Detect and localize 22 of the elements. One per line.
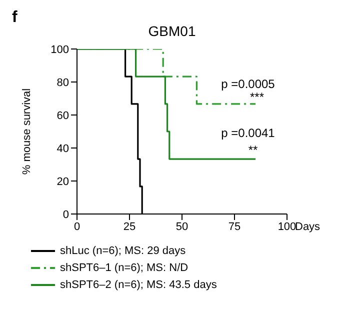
annotation: p =0.0005	[221, 77, 276, 91]
chart-title: GBM01	[148, 23, 196, 39]
legend-label: shSPT6–1 (n=6); MS: N/D	[60, 262, 188, 274]
x-tick-label: 25	[123, 220, 136, 233]
annotation: p =0.0041	[221, 126, 276, 140]
x-tick-label: 0	[74, 220, 80, 233]
x-axis-title: Days	[295, 221, 321, 233]
y-tick-label: 40	[56, 142, 69, 155]
text: f	[12, 9, 18, 26]
x-tick-label: 50	[176, 220, 188, 233]
annotation: ***	[250, 90, 264, 104]
x-tick-label: 75	[228, 220, 241, 233]
y-tick-label: 20	[56, 176, 69, 188]
legend-label: shLuc (n=6); MS: 29 days	[60, 244, 186, 256]
y-tick-label: 0	[62, 208, 69, 221]
y-tick-label: 60	[56, 110, 69, 122]
y-axis-title: % mouse survival	[21, 88, 33, 175]
y-tick-label: 80	[56, 76, 69, 89]
x-tick-label: 100	[278, 220, 296, 233]
legend-label: shSPT6–2 (n=6); MS: 43.5 days	[60, 278, 217, 290]
y-tick-label: 100	[50, 44, 69, 56]
annotation: **	[248, 143, 258, 157]
